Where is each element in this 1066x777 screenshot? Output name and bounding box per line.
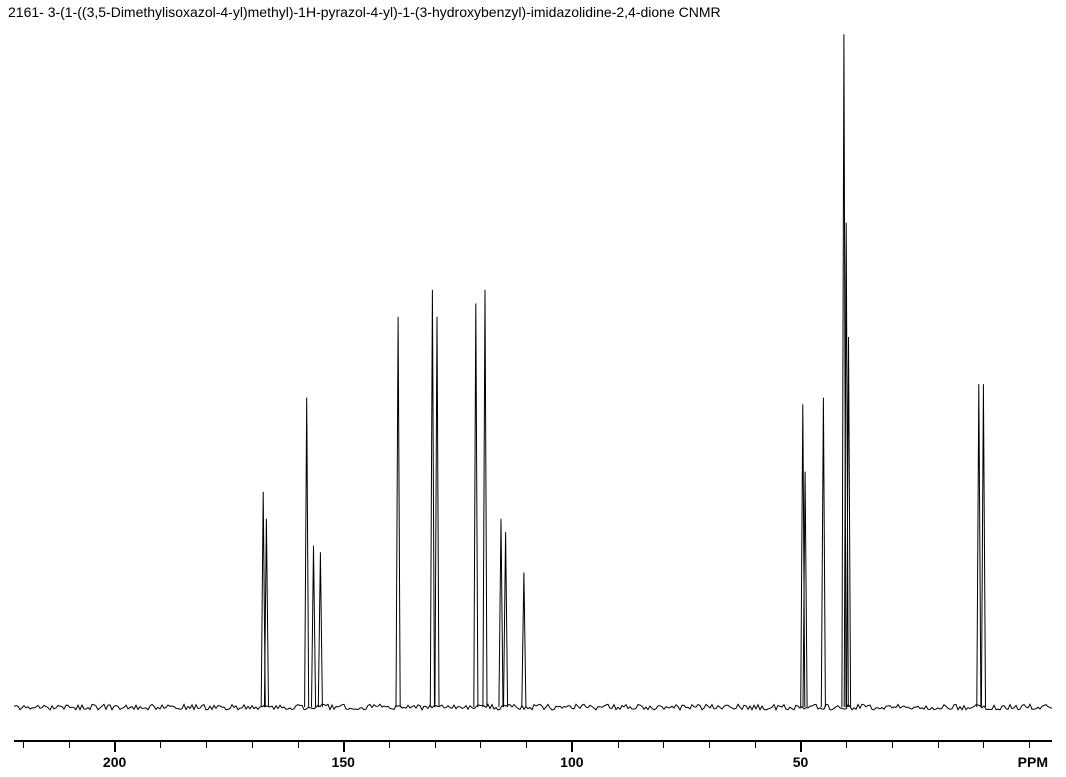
x-tick-label: 50 [793, 754, 809, 770]
x-tick-major [343, 740, 345, 752]
x-tick-minor [206, 740, 207, 748]
x-tick-minor [435, 740, 436, 748]
x-tick-minor [709, 740, 710, 748]
x-tick-minor [755, 740, 756, 748]
peak [483, 290, 487, 707]
peak [264, 519, 268, 707]
x-tick-minor [1029, 740, 1030, 748]
x-tick-major [800, 740, 802, 752]
x-tick-label: 100 [560, 754, 583, 770]
peak [430, 290, 434, 707]
x-tick-minor [160, 740, 161, 748]
x-tick-minor [618, 740, 619, 748]
peak [504, 532, 508, 707]
spectrum-svg [14, 20, 1052, 732]
nmr-spectrum-plot [14, 20, 1052, 732]
x-tick-minor [526, 740, 527, 748]
x-tick-minor [252, 740, 253, 748]
peak [312, 546, 316, 708]
x-tick-minor [389, 740, 390, 748]
page-title: 2161- 3-(1-((3,5-Dimethylisoxazol-4-yl)m… [8, 4, 721, 20]
peak [821, 398, 825, 707]
peak [318, 552, 322, 707]
peak [305, 398, 309, 707]
x-tick-label: 150 [332, 754, 355, 770]
x-tick-major [114, 740, 116, 752]
peak [499, 519, 503, 707]
x-tick-major [571, 740, 573, 752]
peak [396, 317, 400, 707]
x-tick-minor [23, 740, 24, 748]
x-tick-minor [892, 740, 893, 748]
x-tick-minor [69, 740, 70, 748]
x-tick-minor [846, 740, 847, 748]
x-tick-label: 200 [103, 754, 126, 770]
x-axis-unit-label: PPM [1018, 754, 1048, 770]
peak [474, 303, 478, 707]
baseline-noise [14, 704, 1052, 710]
peak [977, 384, 981, 707]
peak [522, 573, 526, 708]
peak [981, 384, 985, 707]
x-tick-minor [938, 740, 939, 748]
x-tick-minor [663, 740, 664, 748]
x-tick-minor [983, 740, 984, 748]
peak [435, 317, 439, 707]
x-axis-line [14, 740, 1052, 742]
x-tick-minor [480, 740, 481, 748]
x-tick-minor [298, 740, 299, 748]
